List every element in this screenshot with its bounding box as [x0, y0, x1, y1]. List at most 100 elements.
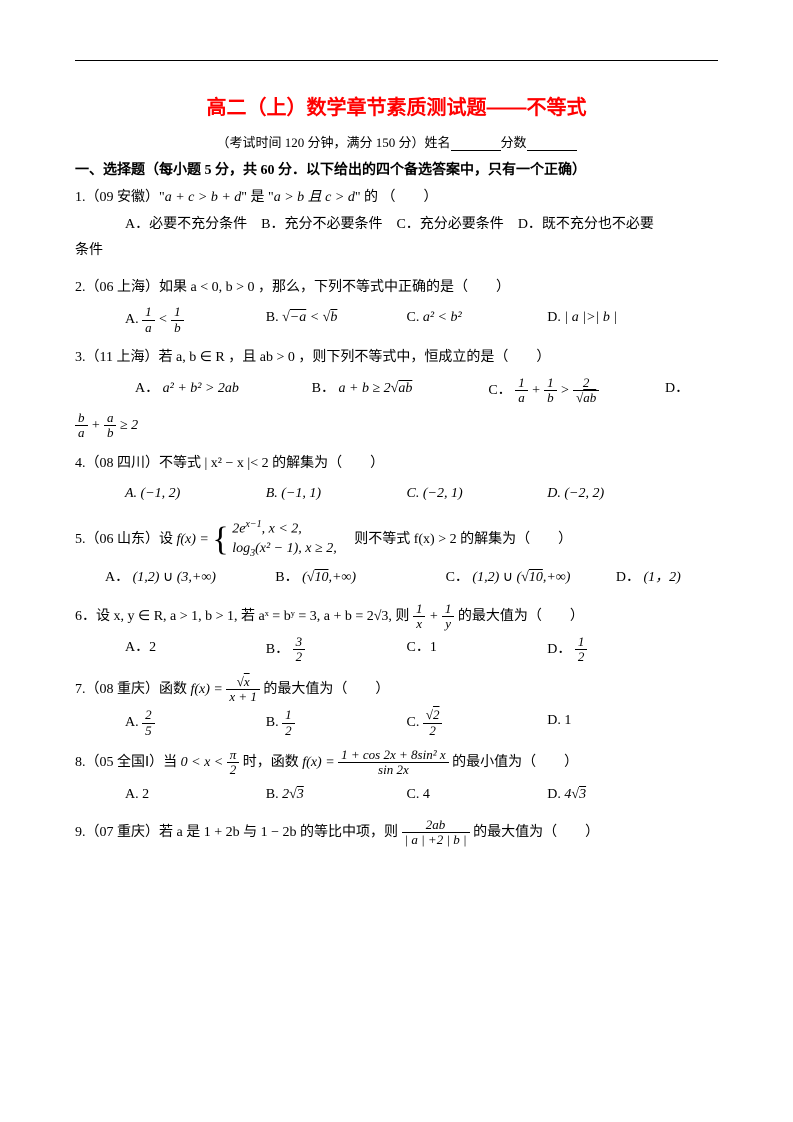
- question-5: 5.（06 山东）设 f(x) = { 2ex−1, x < 2, log3(x…: [75, 518, 718, 592]
- q5-piecewise: { 2ex−1, x < 2, log3(x² − 1), x ≥ 2,: [212, 518, 336, 561]
- q2-optD-math: | a |>| b |: [564, 310, 617, 325]
- q1-cond1: a + c > b + d: [165, 190, 242, 205]
- q7-optA: A. 25: [125, 708, 266, 738]
- q2-optA-label: A.: [125, 312, 139, 327]
- q3-optC: C． 1a + 1b > 2√ab: [488, 376, 665, 406]
- q9-text-b: 的最大值为（ ）: [473, 825, 599, 840]
- q8-cond: 0 < x <: [181, 755, 224, 770]
- q7-optA-label: A.: [125, 715, 139, 730]
- q5-optA: A． (1,2) ∪ (3,+∞): [105, 565, 275, 592]
- q2-optB: B. √−a < √b: [266, 305, 407, 335]
- q7-text-a: 7.（08 重庆）函数: [75, 682, 187, 697]
- question-9: 9.（07 重庆）若 a 是 1 + 2b 与 1 − 2b 的等比中项，则 2…: [75, 818, 718, 848]
- question-4: 4.（08 四川）不等式 | x² − x |< 2 的解集为（ ） A. (−…: [75, 451, 718, 508]
- q2-optD-label: D.: [547, 310, 561, 325]
- q1-optB: B．充分不必要条件: [261, 217, 382, 232]
- q6-optD-label: D．: [547, 642, 571, 657]
- q7-optC-label: C.: [407, 715, 420, 730]
- q7-optB-label: B.: [266, 715, 279, 730]
- q8-func: f(x) =: [302, 755, 334, 770]
- q5-func: f(x) =: [177, 532, 209, 547]
- q2-optB-label: B.: [266, 310, 279, 325]
- q1-optD: D．既不充分也不必要: [518, 217, 654, 232]
- q1-cont: 条件: [75, 243, 103, 258]
- q4-options: A. (−1, 2) B. (−1, 1) C. (−2, 1) D. (−2,…: [75, 481, 718, 508]
- q6-text: 6．设 x, y ∈ R, a > 1, b > 1, 若 aˣ = bʸ = …: [75, 609, 584, 624]
- q6-optB-label: B．: [266, 642, 289, 657]
- q3-optA: A． a² + b² > 2ab: [135, 376, 312, 406]
- q6-text-a: 6．设 x, y ∈ R, a > 1, b > 1, 若 aˣ = bʸ = …: [75, 609, 409, 624]
- question-6: 6．设 x, y ∈ R, a > 1, b > 1, 若 aˣ = bʸ = …: [75, 602, 718, 665]
- q3-optC-label: C．: [488, 383, 511, 398]
- q5-optC-label: C．: [446, 570, 469, 585]
- question-3: 3.（11 上海）若 a, b ∈ R ，且 ab > 0 ，则下列不等式中，恒…: [75, 345, 718, 441]
- q1-b: " 是 ": [241, 190, 273, 205]
- q6-optB: B． 32: [266, 635, 407, 665]
- q3-optA-math: a² + b² > 2ab: [163, 381, 239, 396]
- q1-text: 1.（09 安徽）"a + c > b + d" 是 "a > b 且 c > …: [75, 185, 718, 212]
- name-blank: [451, 137, 501, 151]
- question-8: 8.（05 全国Ⅰ）当 0 < x < π2 时，函数 f(x) = 1 + c…: [75, 748, 718, 808]
- q3-optD-cont: ba + ab ≥ 2: [75, 411, 718, 441]
- q3-options: A． a² + b² > 2ab B． a + b ≥ 2√ab C． 1a +…: [75, 376, 718, 406]
- q7-text-b: 的最大值为（ ）: [263, 682, 389, 697]
- q1-optC: C．充分必要条件: [396, 217, 503, 232]
- q8-optD: D. 4√3: [547, 782, 688, 809]
- q8-text-c: 的最小值为（ ）: [452, 755, 578, 770]
- q3-optA-label: A．: [135, 381, 159, 396]
- q4-optA: A. (−1, 2): [125, 481, 266, 508]
- q5-optB: B． (√10,+∞): [275, 565, 445, 592]
- q8-optD-label: D.: [547, 787, 561, 802]
- question-2: 2.（06 上海）如果 a < 0, b > 0 ，那么，下列不等式中正确的是（…: [75, 275, 718, 335]
- q5-optD-math: (1，2): [643, 570, 680, 585]
- q3-optD: D．: [665, 376, 718, 406]
- q7-optC: C. √22: [407, 708, 548, 738]
- question-7: 7.（08 重庆）函数 f(x) = √xx + 1 的最大值为（ ） A. 2…: [75, 675, 718, 738]
- q8-optB-label: B.: [266, 787, 279, 802]
- q8-options: A. 2 B. 2√3 C. 4 D. 4√3: [75, 782, 718, 809]
- q5-optB-label: B．: [275, 570, 298, 585]
- q5-text-b: 则不等式 f(x) > 2 的解集为（ ）: [354, 532, 572, 547]
- q5-optA-label: A．: [105, 570, 129, 585]
- q3-text: 3.（11 上海）若 a, b ∈ R ，且 ab > 0 ，则下列不等式中，恒…: [75, 350, 550, 365]
- q6-text-b: 的最大值为（ ）: [458, 609, 584, 624]
- q8-optC: C. 4: [407, 782, 548, 809]
- q6-optA: A．2: [125, 635, 266, 665]
- q1-options: A．必要不充分条件 B．充分不必要条件 C．充分必要条件 D．既不充分也不必要: [75, 212, 718, 239]
- q6-optC: C．1: [407, 635, 548, 665]
- q5-options: A． (1,2) ∪ (3,+∞) B． (√10,+∞) C． (1,2) ∪…: [75, 565, 718, 592]
- q5-optC: C． (1,2) ∪ (√10,+∞): [446, 565, 616, 592]
- q2-optC-math: a² < b²: [423, 310, 462, 325]
- q1-a: 1.（09 安徽）": [75, 190, 165, 205]
- q5-optD: D． (1，2): [616, 565, 718, 592]
- q6-options: A．2 B． 32 C．1 D． 12: [75, 635, 718, 665]
- q4-text: 4.（08 四川）不等式 | x² − x |< 2 的解集为（ ）: [75, 456, 384, 471]
- page-title: 高二（上）数学章节素质测试题——不等式: [75, 91, 718, 120]
- q3-optB: B． a + b ≥ 2√ab: [312, 376, 489, 406]
- exam-info-text: （考试时间 120 分钟，满分 150 分）姓名: [216, 135, 450, 150]
- q3-optD-label: D．: [665, 381, 689, 396]
- score-blank: [527, 137, 577, 151]
- q5-text-a: 5.（06 山东）设: [75, 532, 173, 547]
- q4-optB: B. (−1, 1): [266, 481, 407, 508]
- section-1-header: 一、选择题（每小题 5 分，共 60 分．以下给出的四个备选答案中，只有一个正确…: [75, 159, 718, 179]
- q2-options: A. 1a < 1b B. √−a < √b C. a² < b² D. | a…: [75, 305, 718, 335]
- question-1: 1.（09 安徽）"a + c > b + d" 是 "a > b 且 c > …: [75, 185, 718, 265]
- score-label: 分数: [501, 135, 527, 150]
- q8-optA: A. 2: [125, 782, 266, 809]
- q8-optB: B. 2√3: [266, 782, 407, 809]
- q5-optD-label: D．: [616, 570, 640, 585]
- q2-optA: A. 1a < 1b: [125, 305, 266, 335]
- q2-optD: D. | a |>| b |: [547, 305, 688, 335]
- q7-optB: B. 12: [266, 708, 407, 738]
- q6-optD: D． 12: [547, 635, 688, 665]
- q7-func: f(x) =: [191, 682, 223, 697]
- top-divider: [75, 60, 718, 61]
- q1-c: " 的 （ ）: [355, 190, 438, 205]
- exam-info: （考试时间 120 分钟，满分 150 分）姓名 分数: [75, 132, 718, 151]
- q3-optB-label: B．: [312, 381, 335, 396]
- q8-text-b: 时，函数: [243, 755, 299, 770]
- q7-options: A. 25 B. 12 C. √22 D. 1: [75, 708, 718, 738]
- q2-text: 2.（06 上海）如果 a < 0, b > 0 ，那么，下列不等式中正确的是（…: [75, 280, 510, 295]
- q4-optC: C. (−2, 1): [407, 481, 548, 508]
